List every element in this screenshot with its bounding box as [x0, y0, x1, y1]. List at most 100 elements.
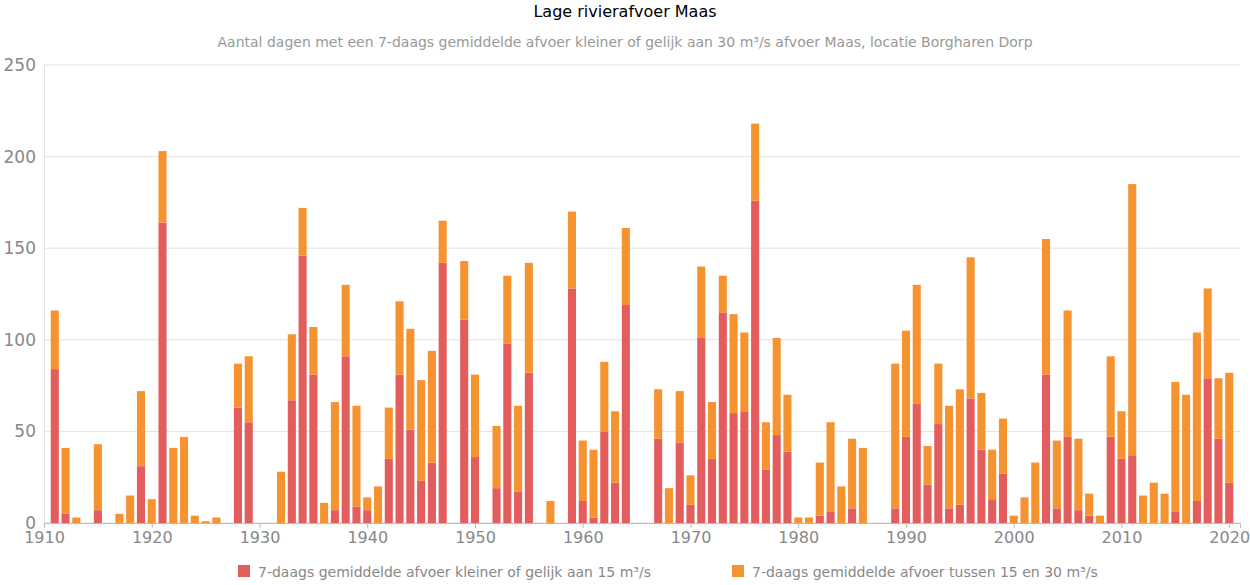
- bar: [751, 201, 759, 523]
- bar: [891, 508, 899, 523]
- bar: [740, 411, 748, 523]
- y-tick: 250: [4, 55, 44, 75]
- legend: 7-daags gemiddelde afvoer kleiner of gel…: [238, 564, 1098, 580]
- bar: [848, 508, 856, 523]
- bar: [62, 448, 70, 514]
- bar: [557, 523, 565, 524]
- y-tick: 100: [4, 330, 44, 350]
- bar: [115, 514, 123, 523]
- bar: [331, 402, 339, 510]
- bar: [309, 327, 317, 375]
- x-tick-label: 1920: [132, 528, 173, 547]
- bar: [1053, 441, 1061, 509]
- series: [51, 201, 1234, 523]
- x-tick: 1930: [240, 523, 281, 547]
- bar: [331, 510, 339, 523]
- x-tick-mark: [1229, 523, 1230, 528]
- bar: [1171, 512, 1179, 523]
- bar: [977, 450, 985, 523]
- bar: [1107, 437, 1115, 523]
- x-axis-line: [45, 524, 1241, 529]
- x-tick-label: 2000: [994, 528, 1035, 547]
- bar: [352, 507, 360, 523]
- x-tick-label: 2020: [1209, 528, 1250, 547]
- legend-swatch: [732, 565, 744, 577]
- title: Lage rivierafvoer Maas: [533, 2, 716, 21]
- x-tick: 1980: [778, 523, 819, 547]
- bar: [923, 485, 931, 523]
- bar: [482, 523, 490, 524]
- series: [51, 124, 1234, 523]
- bar: [1193, 501, 1201, 523]
- x-tick-label: 1910: [24, 528, 65, 547]
- bar: [1074, 510, 1082, 523]
- bar: [1117, 411, 1125, 459]
- bar: [611, 483, 619, 523]
- bar: [1096, 516, 1104, 523]
- bar: [1085, 494, 1093, 516]
- y-tick-label: 150: [4, 238, 36, 258]
- x-tick: 2020: [1209, 523, 1250, 547]
- bar: [945, 406, 953, 509]
- x-tick-label: 1950: [455, 528, 496, 547]
- bar: [1214, 439, 1222, 523]
- bar: [633, 523, 641, 524]
- bar: [740, 332, 748, 411]
- bar: [956, 505, 964, 523]
- bar: [967, 398, 975, 523]
- bar: [816, 463, 824, 516]
- x-tick-label: 1960: [563, 528, 604, 547]
- bar: [837, 486, 845, 523]
- bar: [449, 523, 457, 524]
- bar: [234, 408, 242, 523]
- bar: [1128, 184, 1136, 455]
- x-tick: 2010: [1102, 523, 1143, 547]
- bar: [396, 301, 404, 374]
- bar: [1010, 516, 1018, 523]
- bar: [1214, 378, 1222, 438]
- bar: [223, 523, 231, 524]
- bar: [51, 310, 59, 369]
- bar: [525, 373, 533, 523]
- x-tick-label: 1970: [671, 528, 712, 547]
- bar: [686, 505, 694, 523]
- bar: [600, 362, 608, 432]
- x-tick: 1920: [132, 523, 173, 547]
- bars: [51, 124, 1234, 523]
- bar: [880, 523, 888, 524]
- bar: [277, 472, 285, 523]
- bar: [62, 514, 70, 523]
- bar: [1085, 516, 1093, 523]
- x-tick-label: 1980: [778, 528, 819, 547]
- bar: [342, 285, 350, 356]
- bar: [266, 523, 274, 524]
- bar: [1128, 455, 1136, 523]
- bar: [880, 523, 888, 524]
- grid-line: [44, 339, 1240, 340]
- bar: [417, 481, 425, 523]
- x-tick: 1990: [886, 523, 927, 547]
- grid-line: [44, 156, 1240, 157]
- grid-line: [44, 65, 1240, 66]
- bar: [956, 389, 964, 504]
- legend-label: 7-daags gemiddelde afvoer kleiner of gel…: [258, 564, 651, 580]
- bar: [266, 523, 274, 524]
- x-tick-mark: [259, 523, 260, 528]
- bar: [460, 320, 468, 523]
- bar: [676, 391, 684, 442]
- bar: [827, 512, 835, 523]
- bar: [1020, 497, 1028, 523]
- bar: [934, 364, 942, 424]
- y-tick: 150: [4, 238, 44, 258]
- bar: [137, 391, 145, 466]
- bar: [988, 499, 996, 523]
- bar: [471, 457, 479, 523]
- legend-label: 7-daags gemiddelde afvoer tussen 15 en 3…: [752, 564, 1098, 580]
- y-tick-label: 50: [14, 421, 36, 441]
- bar: [309, 375, 317, 523]
- chart: Lage rivierafvoer MaasAantal dagen met e…: [0, 0, 1250, 585]
- bar: [988, 450, 996, 499]
- bar: [1193, 332, 1201, 501]
- x-tick-mark: [1121, 523, 1122, 528]
- y-tick-label: 100: [4, 330, 36, 350]
